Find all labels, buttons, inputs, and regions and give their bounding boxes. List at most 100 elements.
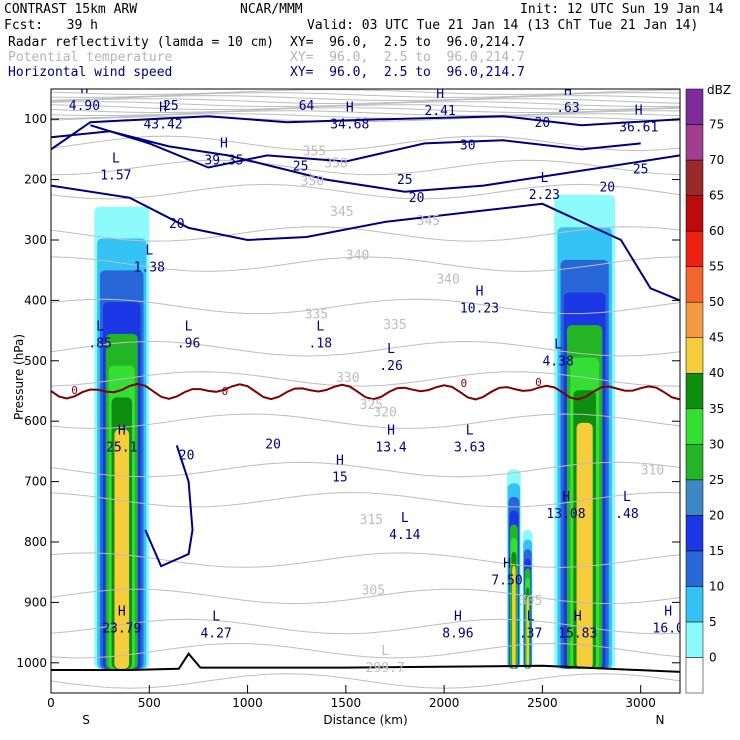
colorbar-tick-label: 30: [709, 437, 724, 451]
x-tick-label: 0: [47, 696, 55, 710]
header-fcst: Fcst: 39 h: [4, 18, 98, 33]
theta-contour-line: [51, 643, 680, 659]
extremum-marker-H: H: [664, 605, 672, 620]
colorbar-unit-label: dBZ: [707, 83, 731, 97]
theta-label: 335: [383, 318, 406, 333]
theta-contour-line: [51, 371, 680, 387]
y-tick-label: 900: [24, 595, 47, 609]
freezing-level-contour: [51, 382, 680, 401]
wind-contour-line: [90, 124, 641, 169]
theta-contour-line: [51, 340, 680, 357]
extremum-marker-L: L: [540, 171, 548, 186]
extremum-marker-H: H: [574, 610, 582, 625]
wind-contour-line: [144, 445, 194, 568]
terrain-line: [51, 652, 680, 673]
theta-contour-line: [51, 113, 680, 120]
extremum-value: .37: [519, 626, 542, 641]
reflectivity-cell-2-band-7: [526, 596, 529, 669]
extremum-marker-H: H: [436, 87, 444, 102]
colorbar-swatch: [685, 372, 704, 410]
theta-contour-line: [51, 461, 680, 478]
y-tick-label: 100: [24, 112, 47, 126]
y-tick-label: 400: [24, 293, 47, 307]
theta-label: 335: [305, 308, 328, 323]
wind-contour-label: 20: [535, 116, 551, 131]
theta-contour-line: [51, 104, 680, 110]
extremum-marker-H: H: [118, 605, 126, 620]
theta-label: 325: [360, 398, 383, 413]
reflectivity-cell-3-band-7: [576, 422, 593, 669]
contour-labels: 3553503503453453403403353353303253203153…: [69, 84, 684, 676]
colorbar: 0 5 10 15 20 25 30 35 40 45 50 55 60 65 70 75 dBZ: [685, 83, 731, 694]
theta-label: 340: [346, 248, 369, 263]
colorbar-swatch: [685, 124, 704, 161]
colorbar-tick-label: 5: [709, 615, 717, 629]
extremum-value: .18: [309, 337, 332, 352]
colorbar-swatch: [685, 408, 704, 445]
extremum-marker-L: L: [212, 610, 220, 625]
extremum-value: 3.63: [454, 440, 485, 455]
theta-label: 355: [303, 144, 326, 159]
colorbar-tick-label: 40: [709, 366, 724, 380]
theta-contour-line: [51, 226, 680, 242]
theta-label: 350: [324, 157, 347, 172]
freezing-level-label: 0: [460, 377, 467, 390]
x-tick-label: 2500: [527, 696, 558, 710]
extremum-value: 2.23: [529, 188, 560, 203]
theta-contour-line: [51, 116, 680, 123]
colorbar-tick-label: 15: [709, 544, 724, 558]
theta-label: 345: [417, 214, 440, 229]
extremum-value: 13.08: [546, 507, 585, 522]
wind-contour-label: 25: [163, 99, 179, 114]
extremum-value: .85: [88, 337, 111, 352]
colorbar-swatch: [685, 515, 704, 552]
colorbar-swatch: [685, 337, 704, 374]
theta-label: 315: [360, 513, 383, 528]
theta-contour-line: [51, 413, 680, 429]
theta-label: 330: [336, 371, 359, 386]
theta-contour-line: [51, 618, 680, 635]
theta-label: 305: [362, 584, 385, 599]
x-axis-title: Distance (km): [323, 713, 407, 727]
extremum-value: .63: [556, 101, 579, 116]
colorbar-swatch: [685, 444, 704, 481]
y-tick-label: 1000: [16, 656, 47, 670]
wind-contour-label: 20: [599, 181, 615, 196]
freezing-level-label: 0: [535, 376, 542, 389]
extremum-value: 34.68: [330, 117, 369, 132]
y-tick-label: 700: [24, 475, 47, 489]
extremum-marker-H: H: [562, 490, 570, 505]
wind-contour-label: 20: [169, 217, 185, 232]
extremum-marker-L: L: [554, 338, 562, 353]
extremum-value: 4.14: [389, 528, 420, 543]
colorbar-tick-label: 70: [709, 153, 724, 167]
extremum-marker-H: H: [118, 423, 126, 438]
x-end-label-north: N: [656, 713, 665, 727]
extremum-marker-H: H: [336, 454, 344, 469]
x-tick-label: 3000: [625, 696, 656, 710]
extremum-value: 299.7: [366, 661, 405, 676]
extremum-marker-L: L: [387, 342, 395, 357]
theta-contour-line: [51, 110, 680, 117]
reflectivity-cell-0-band-7: [114, 429, 130, 669]
colorbar-tick-label: 50: [709, 295, 724, 309]
extremum-marker-L: L: [401, 511, 409, 526]
extremum-marker-L: L: [316, 320, 324, 335]
terrain-surface-line: [51, 652, 680, 673]
colorbar-swatch: [685, 159, 704, 196]
extremum-value: 16.0: [653, 622, 684, 637]
extremum-marker-H: H: [564, 84, 572, 99]
extremum-marker-H: H: [503, 556, 511, 571]
colorbar-swatch: [685, 88, 704, 125]
plot-frame: [50, 88, 681, 694]
y-axis-title: Pressure (hPa): [12, 333, 27, 421]
colorbar-tick-label: 35: [709, 402, 724, 416]
extremum-marker-H: H: [220, 137, 228, 152]
extremum-marker-L: L: [466, 423, 474, 438]
extremum-value: 4.27: [200, 626, 231, 641]
colorbar-swatch: [685, 479, 704, 516]
y-tick-label: 200: [24, 173, 47, 187]
colorbar-swatch: [685, 195, 704, 232]
